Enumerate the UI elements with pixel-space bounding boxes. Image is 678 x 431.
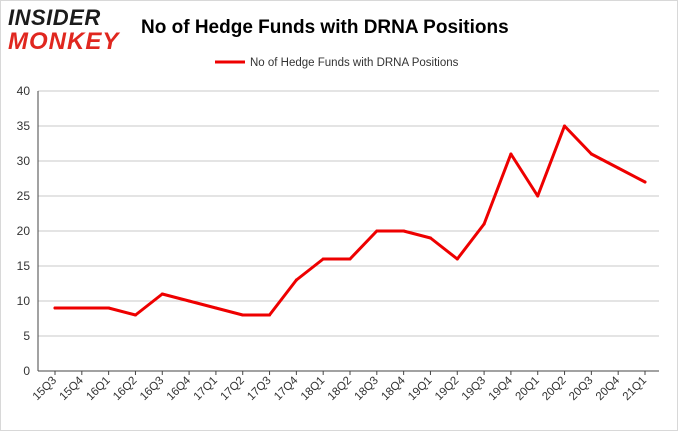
x-tick-label: 20Q4: [594, 374, 623, 403]
y-tick-label: 0: [23, 364, 30, 378]
x-tick-label: 21Q1: [621, 375, 649, 403]
data-point: [107, 306, 111, 310]
x-tick-label: 19Q3: [460, 375, 488, 403]
data-point: [482, 222, 486, 226]
x-tick-label: 19Q4: [487, 374, 516, 403]
data-point: [616, 166, 620, 170]
x-tick-label: 17Q4: [272, 374, 301, 403]
data-point: [80, 306, 84, 310]
chart-title: No of Hedge Funds with DRNA Positions: [141, 17, 509, 38]
x-tick-label: 16Q3: [138, 375, 166, 403]
y-tick-label: 35: [17, 119, 31, 133]
data-point: [643, 180, 647, 184]
y-tick-label: 25: [17, 189, 31, 203]
x-tick-label: 18Q3: [353, 375, 381, 403]
x-tick-label: 15Q4: [58, 374, 87, 403]
data-point: [294, 278, 298, 282]
x-tick-label: 16Q1: [84, 375, 112, 403]
data-point: [589, 152, 593, 156]
data-point: [563, 124, 567, 128]
logo-line-1: INSIDER: [8, 5, 101, 30]
x-tick-label: 17Q3: [245, 375, 273, 403]
data-point: [133, 313, 137, 317]
series-line-0: [53, 124, 647, 317]
data-point: [402, 229, 406, 233]
data-point: [509, 152, 513, 156]
data-point: [348, 257, 352, 261]
data-point: [187, 299, 191, 303]
data-point: [536, 194, 540, 198]
logo-line-2: MONKEY: [8, 28, 120, 55]
x-tick-label: 17Q2: [218, 375, 246, 403]
x-tick-label: 15Q3: [31, 375, 59, 403]
data-point: [375, 229, 379, 233]
x-tick-label: 20Q3: [567, 375, 595, 403]
y-tick-label: 30: [17, 154, 31, 168]
x-tick-label: 19Q1: [406, 375, 434, 403]
x-tick-label: 16Q4: [165, 374, 194, 403]
x-tick-label: 17Q1: [192, 375, 220, 403]
data-point: [241, 313, 245, 317]
x-tick-label: 20Q1: [513, 375, 541, 403]
y-tick-label: 10: [17, 294, 31, 308]
legend-label: No of Hedge Funds with DRNA Positions: [250, 57, 459, 69]
x-tick-label: 18Q1: [299, 375, 327, 403]
x-tick-label: 18Q2: [326, 375, 354, 403]
y-tick-label: 5: [23, 329, 30, 343]
data-point: [455, 257, 459, 261]
x-tick-label: 16Q2: [111, 375, 139, 403]
x-tick-label: 20Q2: [540, 375, 568, 403]
data-point: [160, 292, 164, 296]
data-point: [53, 306, 57, 310]
y-tick-label: 20: [17, 224, 31, 238]
data-point: [321, 257, 325, 261]
x-tick-label: 18Q4: [379, 374, 408, 403]
data-point: [428, 236, 432, 240]
data-point: [268, 313, 272, 317]
data-point: [214, 306, 218, 310]
y-tick-label: 15: [17, 259, 31, 273]
y-tick-label: 40: [17, 84, 31, 98]
insider-monkey-logo: INSIDER MONKEY: [8, 5, 130, 55]
x-tick-label: 19Q2: [433, 375, 461, 403]
